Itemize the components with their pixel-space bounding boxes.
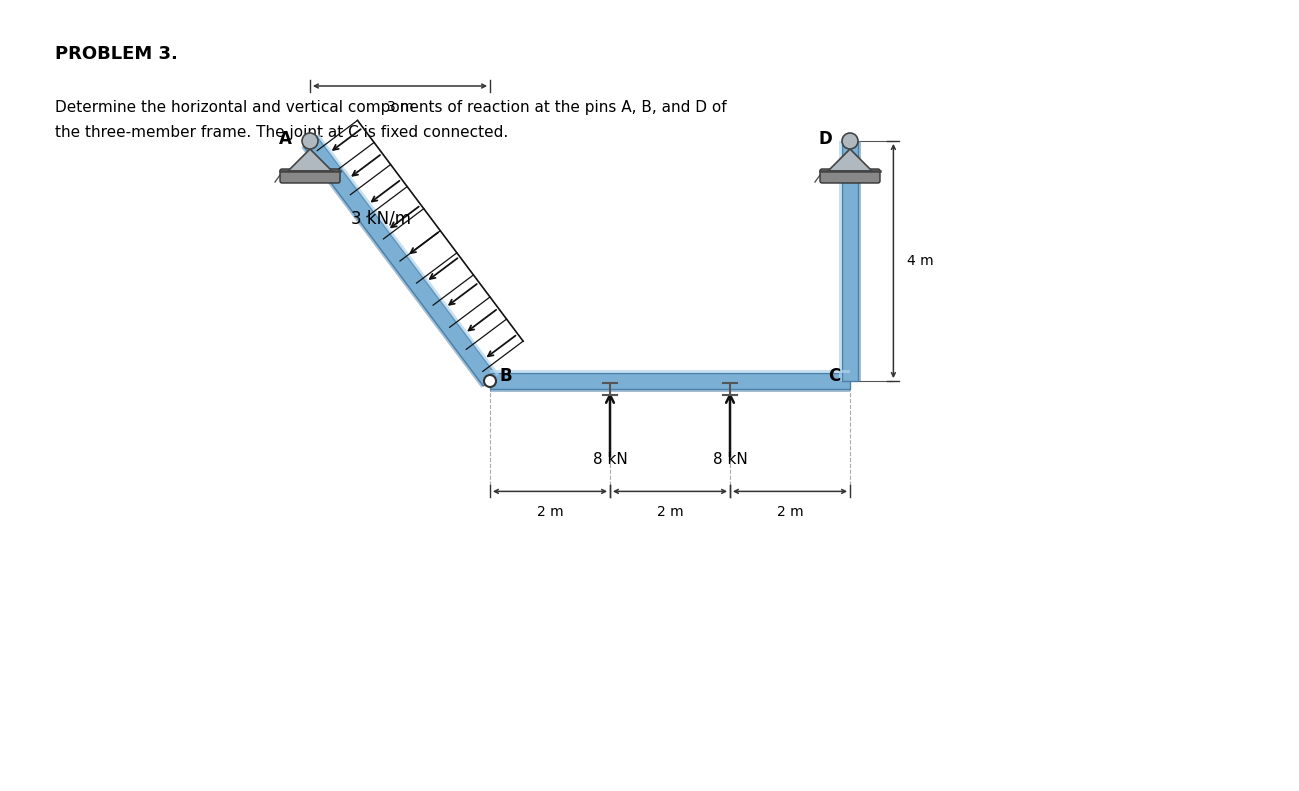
Text: 8 kN: 8 kN bbox=[713, 452, 747, 467]
Polygon shape bbox=[317, 134, 499, 376]
Text: PROBLEM 3.: PROBLEM 3. bbox=[55, 45, 178, 63]
Polygon shape bbox=[490, 389, 850, 392]
Polygon shape bbox=[490, 369, 850, 373]
Polygon shape bbox=[490, 373, 850, 389]
Polygon shape bbox=[839, 141, 842, 381]
Polygon shape bbox=[859, 141, 861, 381]
Circle shape bbox=[301, 133, 318, 149]
Polygon shape bbox=[288, 149, 333, 171]
Text: B: B bbox=[500, 367, 513, 385]
Text: 2 m: 2 m bbox=[657, 505, 683, 520]
Text: 2 m: 2 m bbox=[536, 505, 564, 520]
Polygon shape bbox=[827, 149, 872, 171]
Circle shape bbox=[842, 133, 859, 149]
Text: A: A bbox=[279, 130, 292, 148]
Text: Determine the horizontal and vertical components of reaction at the pins A, B, a: Determine the horizontal and vertical co… bbox=[55, 100, 726, 115]
Polygon shape bbox=[303, 136, 496, 386]
FancyBboxPatch shape bbox=[281, 169, 340, 183]
Polygon shape bbox=[842, 141, 859, 381]
Text: 8 kN: 8 kN bbox=[592, 452, 627, 467]
Text: D: D bbox=[818, 130, 831, 148]
Text: the three-member frame. The joint at C is fixed connected.: the three-member frame. The joint at C i… bbox=[55, 125, 508, 140]
Text: C: C bbox=[827, 367, 840, 385]
Polygon shape bbox=[301, 146, 483, 388]
Text: 3 m: 3 m bbox=[387, 100, 413, 114]
Text: 4 m: 4 m bbox=[908, 254, 934, 268]
Text: 2 m: 2 m bbox=[777, 505, 803, 520]
Text: 3 kN/m: 3 kN/m bbox=[351, 210, 412, 228]
FancyBboxPatch shape bbox=[820, 169, 879, 183]
Circle shape bbox=[485, 375, 496, 387]
